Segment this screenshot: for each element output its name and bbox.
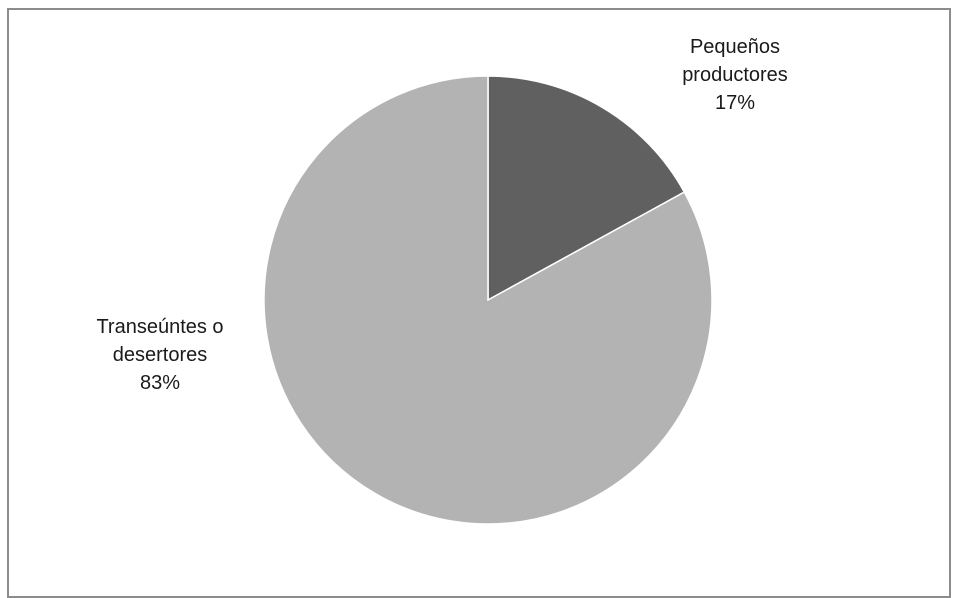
pie-slice-1 <box>263 75 713 525</box>
slice-label-line: Pequeños <box>689 36 781 58</box>
pie-chart <box>263 75 713 525</box>
slice-label-line: Transeúntes o <box>96 316 224 338</box>
slice-percent-label: 17% <box>714 92 756 114</box>
pie-slice-0 <box>487 75 686 302</box>
pie-slices <box>263 75 713 525</box>
slice-label-line: desertores <box>112 344 208 366</box>
slice-percent-label: 83% <box>139 372 181 394</box>
slice-label-pequenos-productores: Pequeños productores 17% <box>660 33 810 117</box>
slice-label-line: productores <box>682 64 788 86</box>
slice-label-transeuntes-o-desertores: Transeúntes o desertores 83% <box>70 313 250 397</box>
